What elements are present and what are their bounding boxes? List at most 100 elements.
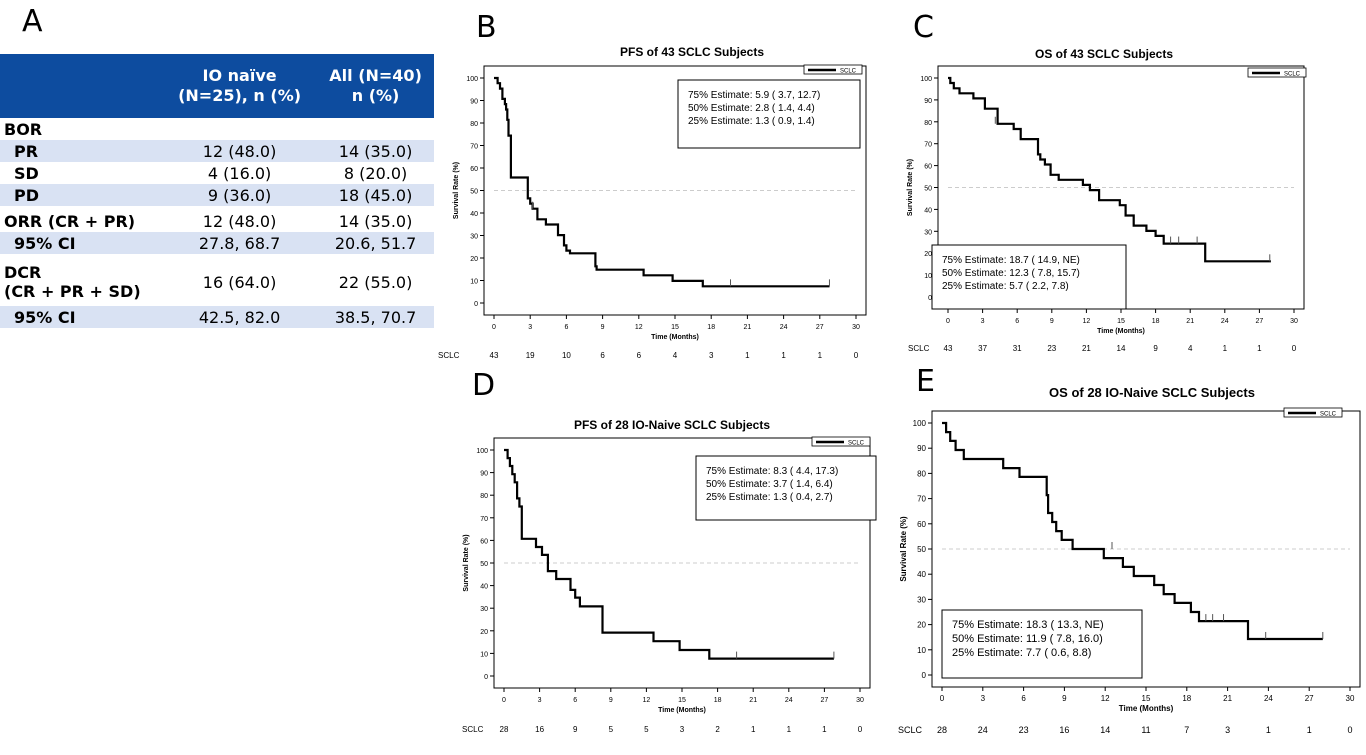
at-risk-count: 28 <box>500 725 509 734</box>
panel-label-c: C <box>913 10 934 45</box>
at-risk-label: SCLC <box>462 725 484 734</box>
y-tick-label: 90 <box>480 471 488 478</box>
x-tick-label: 27 <box>1256 318 1264 325</box>
y-tick-label: 40 <box>480 584 488 591</box>
x-tick-label: 12 <box>643 697 651 704</box>
y-tick-label: 40 <box>924 207 932 214</box>
estimate-line: 25% Estimate: 5.7 ( 2.2, 7.8) <box>942 281 1069 292</box>
x-tick-label: 21 <box>1223 694 1232 703</box>
at-risk-count: 0 <box>1347 725 1352 735</box>
row-label: 95% CI <box>0 232 162 254</box>
estimate-box <box>931 244 1127 310</box>
x-tick-label: 18 <box>1152 318 1160 325</box>
at-risk-count: 11 <box>1141 725 1150 735</box>
y-tick-label: 70 <box>470 144 478 151</box>
at-risk-count: 14 <box>1100 725 1110 735</box>
x-tick-label: 12 <box>1083 318 1091 325</box>
y-tick-label: 30 <box>917 595 926 604</box>
y-tick-label: 0 <box>484 674 488 681</box>
x-tick-label: 18 <box>714 697 722 704</box>
table-row: BOR <box>0 118 434 140</box>
pfs-43-chart: PFS of 43 SCLC Subjects01020304050607080… <box>438 45 867 360</box>
row-label: PR <box>0 140 162 162</box>
x-tick-label: 3 <box>981 694 986 703</box>
all-cell <box>317 118 434 140</box>
estimate-line: 25% Estimate: 1.3 ( 0.9, 1.4) <box>688 116 815 127</box>
all-cell: 38.5, 70.7 <box>317 306 434 328</box>
x-tick-label: 0 <box>940 694 945 703</box>
y-tick-label: 100 <box>476 448 488 455</box>
x-tick-label: 9 <box>609 697 613 704</box>
io-naive-cell: 4 (16.0) <box>207 163 272 183</box>
y-tick-label: 30 <box>924 229 932 236</box>
x-tick-label: 15 <box>1117 318 1125 325</box>
y-tick-label: 60 <box>480 538 488 545</box>
at-risk-count: 3 <box>1225 725 1230 735</box>
estimate-line: 50% Estimate: 11.9 ( 7.8, 16.0) <box>952 633 1103 645</box>
x-tick-label: 6 <box>1015 318 1019 325</box>
table-row: DCR (CR + PR + SD) 16 (64.0) 22 (55.0) <box>0 258 434 306</box>
at-risk-count: 2 <box>715 725 720 734</box>
y-tick-label: 100 <box>920 76 932 83</box>
x-tick-label: 18 <box>707 324 715 331</box>
at-risk-count: 10 <box>562 351 571 360</box>
y-tick-label: 50 <box>917 545 926 554</box>
y-axis-label: Survival Rate (%) <box>899 516 908 582</box>
io-naive-cell: 27.8, 68.7 <box>162 232 318 254</box>
y-tick-label: 10 <box>917 646 926 655</box>
at-risk-count: 3 <box>709 351 714 360</box>
all-cell: 18 (45.0) <box>317 184 434 206</box>
at-risk-count: 1 <box>745 351 750 360</box>
at-risk-count: 9 <box>1153 344 1158 353</box>
x-tick-label: 27 <box>821 697 829 704</box>
x-tick-label: 12 <box>635 324 643 331</box>
y-tick-label: 10 <box>480 651 488 658</box>
at-risk-count: 16 <box>1059 725 1069 735</box>
at-risk-count: 1 <box>1257 344 1262 353</box>
y-tick-label: 0 <box>474 301 478 308</box>
at-risk-count: 3 <box>680 725 685 734</box>
x-tick-label: 9 <box>1050 318 1054 325</box>
y-tick-label: 40 <box>917 570 926 579</box>
at-risk-count: 23 <box>1047 344 1056 353</box>
table-header-cell <box>0 54 162 118</box>
io-naive-cell: 42.5, 82.0 <box>162 306 318 328</box>
x-tick-label: 6 <box>1021 694 1026 703</box>
x-tick-label: 30 <box>856 697 864 704</box>
at-risk-count: 1 <box>1223 344 1228 353</box>
x-tick-label: 12 <box>1101 694 1110 703</box>
table-header-cell: IO naïve (N=25), n (%) <box>162 54 318 118</box>
y-tick-label: 50 <box>924 186 932 193</box>
y-tick-label: 60 <box>924 164 932 171</box>
panel-label-b: B <box>476 10 497 45</box>
y-tick-label: 50 <box>470 189 478 196</box>
at-risk-count: 16 <box>535 725 544 734</box>
at-risk-count: 19 <box>526 351 535 360</box>
row-label: BOR <box>4 119 43 139</box>
x-tick-label: 30 <box>1346 694 1355 703</box>
table-row: ORR (CR + PR) 12 (48.0) 14 (35.0) <box>0 210 434 232</box>
at-risk-count: 6 <box>600 351 605 360</box>
y-tick-label: 20 <box>924 251 932 258</box>
y-tick-label: 70 <box>480 516 488 523</box>
x-tick-label: 27 <box>816 324 824 331</box>
x-tick-label: 27 <box>1305 694 1314 703</box>
table-row: PR 12 (48.0) 14 (35.0) <box>0 140 434 162</box>
x-tick-label: 24 <box>1264 694 1273 703</box>
all-cell: 14 (35.0) <box>338 211 413 231</box>
x-tick-label: 6 <box>564 324 568 331</box>
x-tick-label: 3 <box>528 324 532 331</box>
estimate-line: 75% Estimate: 18.3 ( 13.3, NE) <box>952 619 1104 631</box>
y-tick-label: 70 <box>924 142 932 149</box>
y-tick-label: 10 <box>470 279 478 286</box>
estimate-box <box>677 79 861 149</box>
survival-curve <box>948 76 1271 263</box>
at-risk-count: 5 <box>609 725 614 734</box>
at-risk-count: 4 <box>673 351 678 360</box>
all-cell: 20.6, 51.7 <box>317 232 434 254</box>
estimate-line: 75% Estimate: 18.7 ( 14.9, NE) <box>942 255 1080 266</box>
y-tick-label: 20 <box>917 621 926 630</box>
x-axis-label: Time (Months) <box>1119 704 1174 713</box>
estimate-line: 75% Estimate: 5.9 ( 3.7, 12.7) <box>688 90 820 101</box>
x-tick-label: 3 <box>981 318 985 325</box>
